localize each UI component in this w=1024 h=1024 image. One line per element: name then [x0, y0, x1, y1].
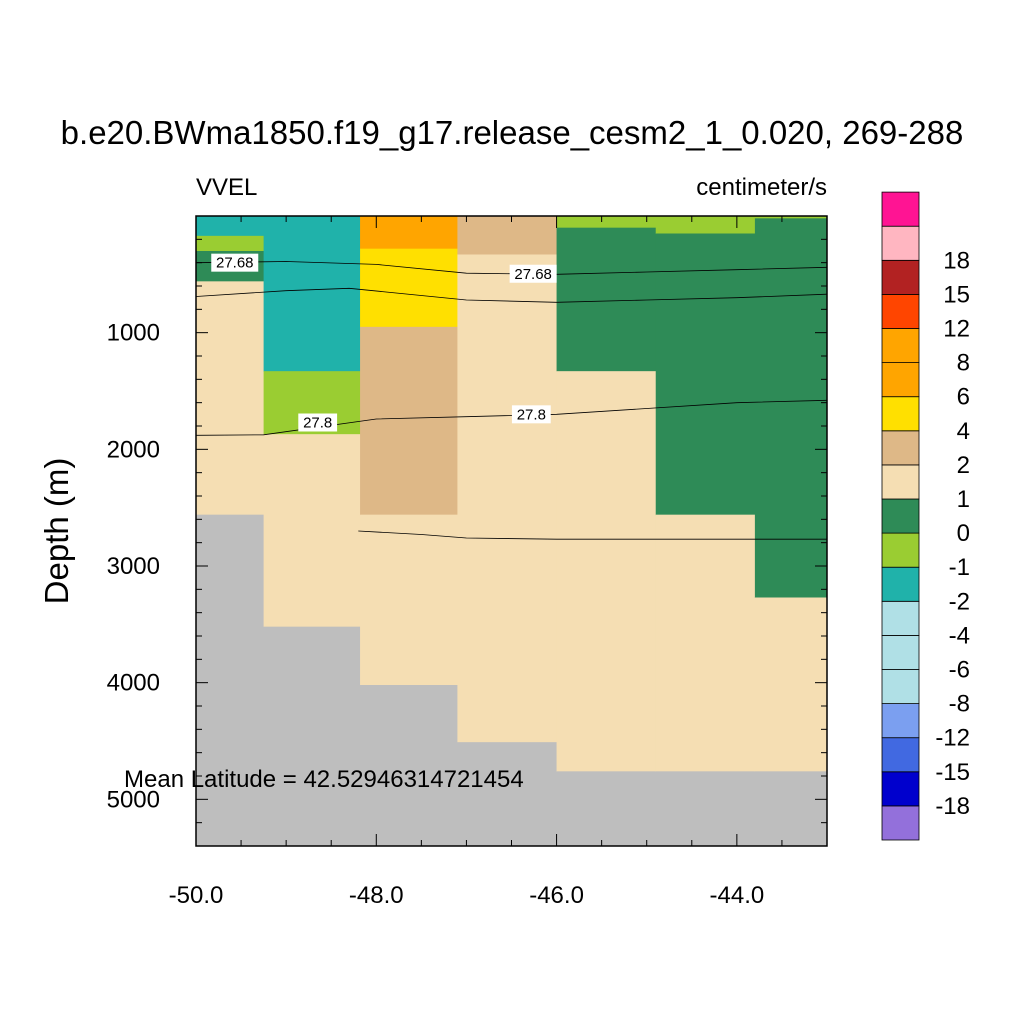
contour-label-box	[511, 405, 551, 424]
colorbar-label: 1	[957, 486, 970, 513]
x-tick-label: -44.0	[710, 882, 765, 909]
x-axis: -50.0 -48.0 -46.0 -44.0	[169, 216, 828, 909]
colorbar-swatch	[881, 293, 920, 329]
colorbar-label: -1	[949, 554, 970, 581]
colorbar-swatch	[881, 600, 920, 636]
colorbar-label: 15	[943, 281, 970, 308]
colorbar-label: 6	[957, 384, 970, 411]
colorbar-swatch	[881, 635, 920, 670]
colorbar-label: 12	[943, 316, 970, 343]
x-tick-label: -50.0	[169, 882, 224, 909]
colorbar-swatch	[881, 328, 920, 363]
heatmap-cell	[360, 248, 458, 328]
colorbar-label: -6	[949, 657, 970, 684]
colorbar-swatch	[881, 430, 920, 466]
colorbar-swatch	[881, 532, 920, 568]
mean-latitude-annotation: Mean Latitude = 42.52946314721454	[124, 766, 524, 793]
heatmap-cell	[457, 742, 558, 847]
colorbar-swatch	[881, 805, 920, 841]
heatmap-cell	[263, 434, 361, 628]
colorbar-swatch	[881, 566, 920, 602]
colorbar-swatch	[881, 498, 920, 534]
variable-label: VVEL	[196, 174, 257, 201]
contour-line	[195, 399, 828, 436]
colorbar-label: -8	[949, 691, 970, 718]
colorbar-swatch	[881, 771, 920, 807]
heatmap-cell	[196, 281, 265, 516]
heatmap-cell	[754, 771, 828, 847]
colorbar-label: -15	[935, 759, 970, 786]
colorbar-swatch	[881, 703, 920, 739]
x-tick-label: -46.0	[529, 882, 584, 909]
colorbar-label: -12	[935, 725, 970, 752]
heatmap-cell	[457, 216, 558, 255]
y-tick-label: 3000	[107, 553, 160, 580]
contour-label: 27.8	[517, 406, 546, 423]
y-axis-title: Depth (m)	[38, 458, 75, 605]
heatmap-cell	[196, 216, 265, 237]
heatmap-cell	[360, 326, 458, 516]
contour-line	[195, 287, 828, 303]
colorbar-swatch	[881, 191, 920, 227]
colorbar-swatch	[881, 737, 920, 773]
colorbar-swatch	[881, 396, 920, 432]
y-tick-label: 2000	[107, 436, 160, 463]
heatmap-cell	[655, 233, 756, 516]
heatmap-cell	[556, 371, 657, 772]
contour-label-box	[298, 413, 338, 432]
heatmap-cell	[196, 235, 265, 252]
contour-label-box	[211, 253, 259, 272]
colorbar-swatch	[881, 259, 920, 295]
heatmap-cell	[556, 771, 657, 847]
heatmap-cell	[655, 216, 756, 234]
heatmap-cell	[754, 218, 828, 599]
contour-label: 27.8	[303, 415, 332, 432]
heatmap-cell	[263, 626, 361, 847]
colorbar-label: -18	[935, 793, 970, 820]
heatmap-cell	[457, 254, 558, 743]
colorbar-label: 4	[957, 418, 970, 445]
heatmap-cell	[655, 771, 756, 847]
heatmap-cell	[263, 216, 361, 372]
contour-labels: 27.68 27.68 27.8 27.8	[211, 253, 557, 432]
colorbar-swatch	[881, 362, 920, 398]
heatmap-cell	[360, 216, 458, 250]
colorbar-label: 18	[943, 247, 970, 274]
y-tick-label: 4000	[107, 670, 160, 697]
colorbar-swatch	[881, 464, 920, 500]
contour-line	[358, 530, 827, 540]
heatmap-cell	[556, 227, 657, 372]
contour-label-box	[509, 264, 557, 283]
heatmap-cell	[196, 514, 265, 847]
heatmap-cell	[655, 514, 756, 772]
x-tick-label: -48.0	[349, 882, 404, 909]
contour-label: 27.68	[216, 255, 254, 272]
colorbar-label: 2	[957, 452, 970, 479]
plot-cells	[196, 216, 828, 847]
contour-label: 27.68	[514, 266, 552, 283]
colorbar-label: -2	[949, 588, 970, 615]
colorbar-label: 0	[957, 520, 970, 547]
y-tick-label: 1000	[107, 320, 160, 347]
heatmap-cell	[360, 685, 458, 847]
colorbar-label: -4	[949, 622, 970, 649]
y-tick-label: 5000	[107, 786, 160, 813]
heatmap-cell	[754, 216, 828, 219]
colorbar-swatch	[881, 225, 920, 261]
chart-title: b.e20.BWma1850.f19_g17.release_cesm2_1_0…	[61, 114, 964, 151]
units-label: centimeter/s	[696, 174, 827, 201]
heatmap-cell	[556, 216, 657, 229]
y-axis: 1000 2000 3000 4000 5000	[107, 238, 827, 847]
colorbar-label: 8	[957, 350, 970, 377]
colorbar-swatch	[881, 669, 920, 704]
heatmap-cell	[360, 514, 458, 686]
heatmap-cell	[754, 597, 828, 772]
